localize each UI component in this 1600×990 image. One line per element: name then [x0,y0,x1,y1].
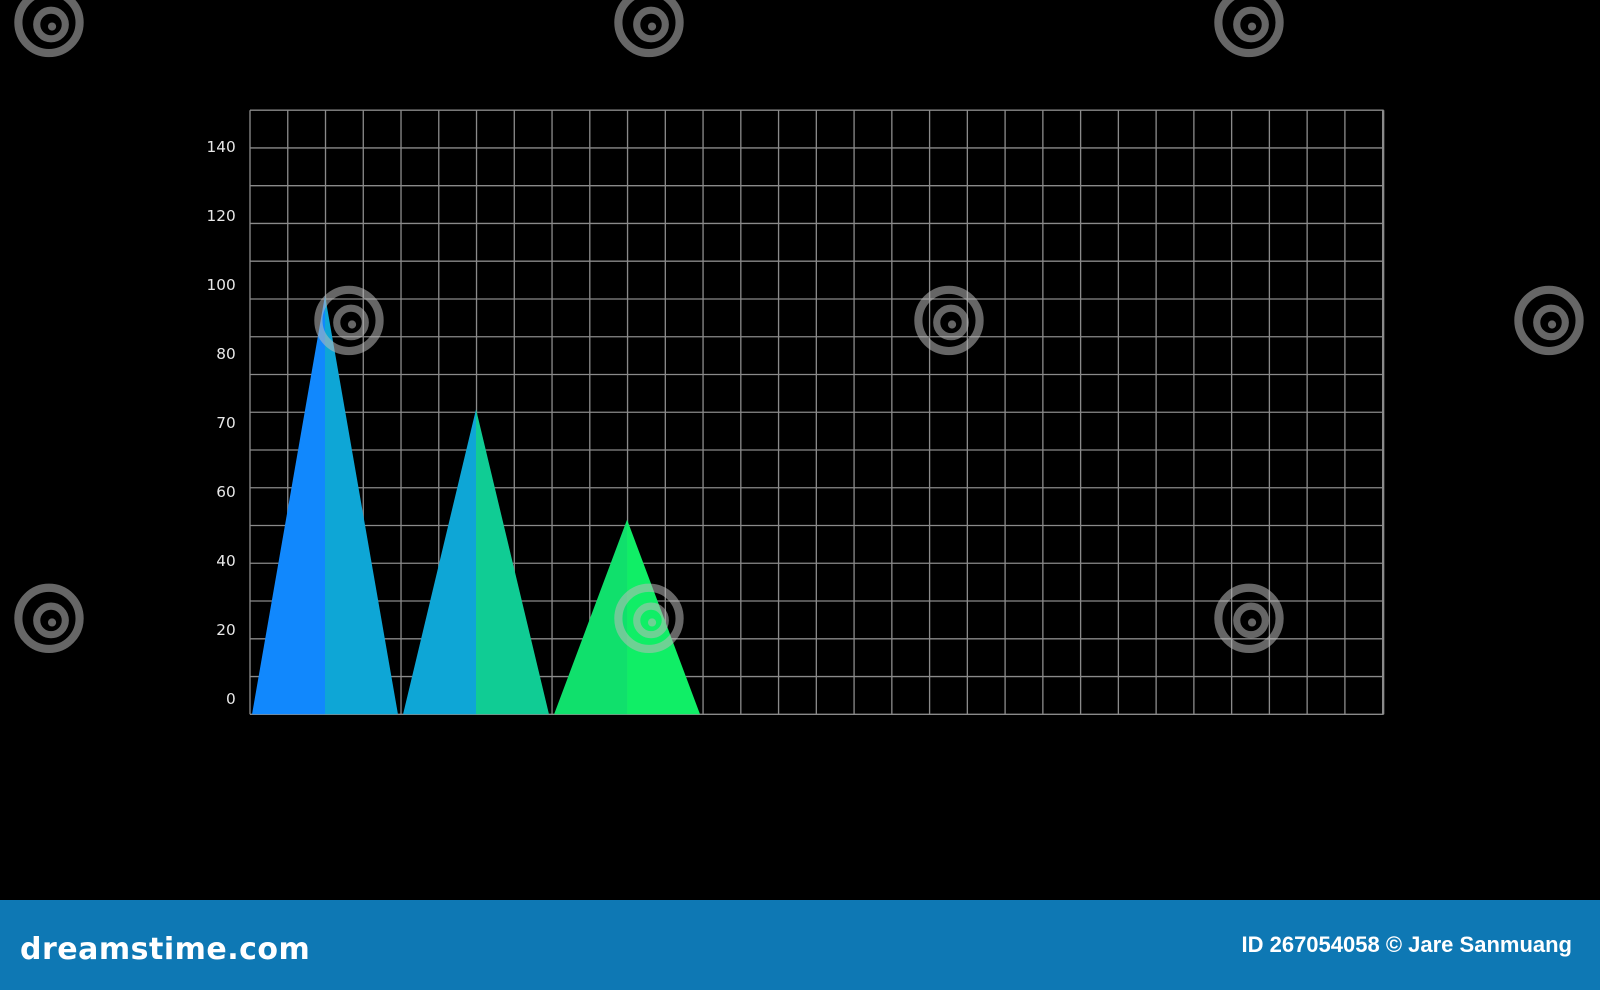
watermark [14,0,1584,654]
chart-grid [249,109,1385,715]
y-tick-label: 120 [207,207,236,225]
footer-bar: dreamstime.com ID 267054058 © Jare Sanmu… [0,900,1600,990]
image-credit: ID 267054058 © Jare Sanmuang [1241,932,1572,957]
y-tick-label: 80 [216,345,235,363]
brand-logo-text[interactable]: dreamstime.com [20,932,311,967]
watermark-spiral-icon [614,583,684,654]
watermark-spiral-icon [1214,0,1284,58]
y-axis-ticks: 0 20 40 60 70 80 100 120 140 [207,138,236,708]
triangle-bar-left-half [403,409,477,715]
y-tick-label: 20 [216,621,235,639]
triangle-bar-left-half [554,519,628,715]
triangle-bar-chart: 0 20 40 60 70 80 100 120 140 [14,0,1584,715]
watermark-spiral-icon [614,0,684,58]
watermark-spiral-icon [1214,583,1284,654]
y-tick-label: 140 [207,138,236,156]
y-tick-label: 100 [207,276,236,294]
y-tick-label: 40 [216,552,235,570]
triangle-bar-right-half [476,409,549,715]
y-tick-label: 60 [216,483,235,501]
watermark-spiral-icon [14,0,84,58]
watermark-spiral-icon [1514,285,1584,356]
watermark-spiral-icon [14,583,84,654]
triangle-bar-right-half [325,295,398,715]
watermark-spiral-icon [914,285,984,356]
y-tick-label: 0 [226,690,236,708]
watermark-spiral-icon [314,285,384,356]
y-tick-label: 70 [216,414,235,432]
triangle-bar-left-half [252,295,325,715]
